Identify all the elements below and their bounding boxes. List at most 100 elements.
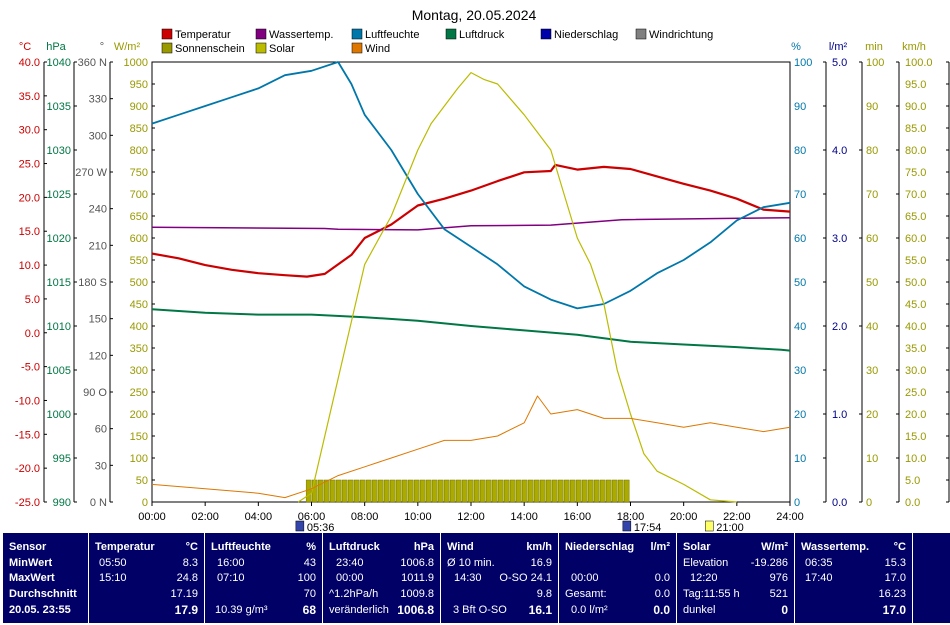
sunshine-bar-segment bbox=[419, 479, 426, 503]
solar-tick-label: 200 bbox=[130, 409, 148, 421]
solar-elevation-label: Elevation bbox=[683, 557, 729, 569]
sunshine-bar-segment bbox=[491, 479, 498, 503]
sunshine-bar bbox=[305, 479, 630, 503]
sunshine-bar-segment bbox=[335, 479, 342, 503]
sunshine-bar-segment bbox=[401, 479, 408, 503]
sensor-block: Sensor MinWert MaxWert Durchschnitt 20.0… bbox=[3, 533, 88, 623]
water-max-value: 17.0 bbox=[884, 572, 906, 584]
durchschnitt-label: Durchschnitt bbox=[9, 588, 77, 600]
solar-tick-label: 150 bbox=[130, 431, 148, 443]
sunshine-bar-segment bbox=[485, 479, 492, 503]
windspeed-tick-label: 25.0 bbox=[905, 387, 926, 399]
press-min-value: 1006.8 bbox=[400, 557, 434, 569]
sun-marker: 05:36 bbox=[295, 520, 334, 533]
rain-block: Niederschlag l/m² 00:00 0.0 Gesamt: 0.0 0.0… bbox=[559, 533, 676, 623]
hum-absolute: 10.39 g/m³ bbox=[215, 604, 268, 616]
wind_dir-tick-label: 150 bbox=[89, 314, 107, 326]
temp-min-time: 05:50 bbox=[99, 557, 127, 569]
x-tick-label: 16:00 bbox=[564, 511, 592, 523]
legend-label: Windrichtung bbox=[649, 29, 713, 41]
temp-tick-label: 40.0 bbox=[19, 57, 40, 69]
legend-label: Niederschlag bbox=[554, 29, 618, 41]
legend-label: Wind bbox=[365, 43, 390, 55]
sunshine-bar-segment bbox=[563, 479, 570, 503]
x-tick-label: 22:00 bbox=[723, 511, 751, 523]
rain-max-value: 0.0 bbox=[654, 572, 670, 584]
sunshine-bar-segment bbox=[443, 479, 450, 503]
legend-swatch bbox=[351, 42, 363, 54]
wind_dir-tick-label: 60 bbox=[95, 424, 107, 436]
sunshine-bar-segment bbox=[449, 479, 456, 503]
windspeed-tick-label: 60.0 bbox=[905, 233, 926, 245]
sunshine-bar-segment bbox=[593, 479, 600, 503]
press-state: veränderlich bbox=[329, 604, 389, 616]
water-min-value: 15.3 bbox=[884, 557, 906, 569]
press-max-value: 1011.9 bbox=[401, 572, 434, 584]
temperature-unit: °C bbox=[185, 541, 198, 553]
pressure-tick-label: 1000 bbox=[47, 409, 71, 421]
temp-avg-value: 17.19 bbox=[170, 588, 198, 600]
solar-max-time: 12:20 bbox=[690, 572, 718, 584]
x-tick-label: 04:00 bbox=[245, 511, 273, 523]
legend-swatch bbox=[635, 28, 647, 40]
sunshine-bar-segment bbox=[581, 479, 588, 503]
rain-total-label: Gesamt: bbox=[565, 588, 607, 600]
pressure-unit: hPa bbox=[413, 541, 434, 553]
temp-min-value: 8.3 bbox=[182, 557, 198, 569]
wind-beaufort: 3 Bft O-SO bbox=[453, 604, 507, 616]
extra-block bbox=[913, 533, 950, 623]
windspeed-tick-label: 40.0 bbox=[905, 321, 926, 333]
hum-current-value: 68 bbox=[302, 603, 316, 617]
sun-marker-label: 21:00 bbox=[716, 522, 744, 533]
x-tick-label: 12:00 bbox=[457, 511, 485, 523]
windspeed-tick-label: 65.0 bbox=[905, 211, 926, 223]
windspeed-tick-label: 15.0 bbox=[905, 431, 926, 443]
pressure-axis-unit: hPa bbox=[46, 41, 66, 53]
legend-label: Sonnenschein bbox=[175, 43, 245, 55]
legend-item: Luftdruck bbox=[445, 28, 505, 41]
sunshine-bar-segment bbox=[611, 479, 618, 503]
temp-max-value: 24.8 bbox=[176, 572, 198, 584]
sunshine-bar-segment bbox=[587, 479, 594, 503]
humidity-tick-label: 30 bbox=[794, 365, 806, 377]
humidity-tick-label: 90 bbox=[794, 101, 806, 113]
legend-item: Sonnenschein bbox=[161, 42, 245, 55]
axes: 40.0 35.0 30.0 25.0 20.0 15.0 10.0 5.0 0.0 -5.0 -1… bbox=[15, 41, 950, 533]
sunshine-bar-segment bbox=[617, 479, 624, 503]
sunshine-bar-segment bbox=[341, 479, 348, 503]
sunmin-tick-label: 30 bbox=[866, 365, 878, 377]
wind-header: Wind bbox=[447, 541, 474, 553]
sunshine-bar-segment bbox=[497, 479, 504, 503]
temp-tick-label: -25.0 bbox=[15, 497, 40, 509]
humidity-tick-label: 10 bbox=[794, 453, 806, 465]
legend-swatch bbox=[161, 42, 173, 54]
press-current-value: 1006.8 bbox=[397, 603, 434, 617]
windspeed-tick-label: 30.0 bbox=[905, 365, 926, 377]
solar-current-value: 0 bbox=[781, 603, 788, 617]
humidity-tick-label: 40 bbox=[794, 321, 806, 333]
wind-avg10-label: Ø 10 min. bbox=[447, 557, 495, 569]
rain-total-value: 0.0 bbox=[654, 588, 670, 600]
sunshine-bar-segment bbox=[533, 479, 540, 503]
sunshine-bar-segment bbox=[569, 479, 576, 503]
pressure-tick-label: 1025 bbox=[47, 189, 71, 201]
legend-label: Luftdruck bbox=[459, 29, 505, 41]
pressure-tick-label: 1005 bbox=[47, 365, 71, 377]
temp-tick-label: -15.0 bbox=[15, 429, 40, 441]
solar-tick-label: 250 bbox=[130, 387, 148, 399]
sunmin-tick-label: 0 bbox=[866, 497, 872, 509]
sunshine-bar-segment bbox=[329, 479, 336, 503]
hum-max-value: 100 bbox=[297, 572, 316, 584]
x-tick-label: 06:00 bbox=[298, 511, 326, 523]
wind-max-value: O-SO 24.1 bbox=[499, 572, 552, 584]
sunshine-bar-segment bbox=[359, 479, 366, 503]
windspeed-tick-label: 95.0 bbox=[905, 79, 926, 91]
humidity-block: Luftfeuchte% 16:00 43 07:10 100 70 10.39 g… bbox=[205, 533, 322, 623]
legend-swatch bbox=[161, 28, 173, 40]
sunshine-bar-segment bbox=[551, 479, 558, 503]
sunshine-bar-segment bbox=[347, 479, 354, 503]
solar-max-value: 976 bbox=[769, 572, 788, 584]
pressure-tick-label: 995 bbox=[53, 453, 71, 465]
temp-tick-label: 35.0 bbox=[19, 91, 40, 103]
x-tick-label: 08:00 bbox=[351, 511, 379, 523]
